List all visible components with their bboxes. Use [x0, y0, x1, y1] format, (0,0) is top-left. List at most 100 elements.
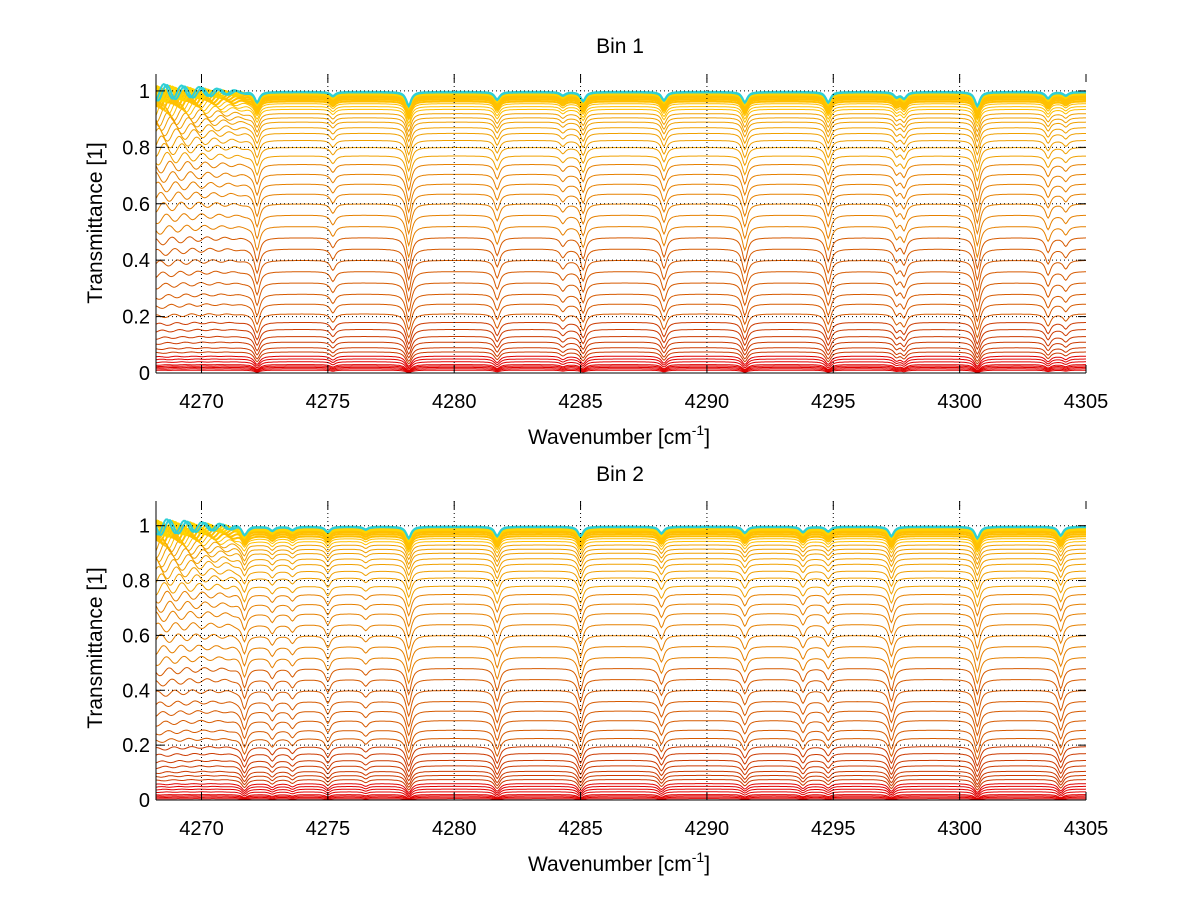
series-line-2	[156, 368, 1086, 373]
series-line-19	[156, 270, 1086, 303]
y-tick-label: 0	[139, 790, 150, 812]
series-line-33	[156, 127, 1086, 157]
series-line-21	[156, 247, 1086, 282]
x-tick-label: 4300	[937, 391, 982, 413]
series-line-22	[156, 236, 1086, 271]
series-line-13	[156, 759, 1086, 778]
series-line-6	[156, 788, 1086, 797]
series-line-7	[156, 358, 1086, 369]
series-line-9	[156, 778, 1086, 791]
y-tick-label: 0.6	[122, 194, 150, 216]
y-tick-label: 0.8	[122, 571, 150, 593]
series-line-37	[156, 106, 1086, 133]
series-line-39	[156, 99, 1086, 125]
axis-layer: 4270 4275 4280 4285 4290 4295 4300 4305 0 0.2 0.4 0…	[122, 501, 1108, 840]
series-line-24	[156, 213, 1086, 248]
x-axis-label-close: ]	[704, 426, 710, 449]
series-line-10	[156, 774, 1086, 789]
axis-layer: 4270 4275 4280 4285 4290 4295 4300 4305 0 0.2 0.4 0…	[122, 74, 1108, 413]
x-tick-label: 4290	[685, 391, 730, 413]
series-line-30	[156, 590, 1086, 618]
series-line-16	[156, 303, 1086, 331]
series-line-34	[156, 558, 1086, 583]
series-line-43	[156, 89, 1086, 115]
series-line-7	[156, 785, 1086, 795]
series-line-38	[156, 538, 1086, 561]
x-axis-label-sup: -1	[692, 422, 705, 438]
x-tick-label: 4305	[1064, 818, 1109, 840]
series-line-18	[156, 282, 1086, 313]
y-tick-label: 1	[139, 81, 150, 103]
x-tick-label: 4285	[558, 818, 603, 840]
series-line-29	[156, 600, 1086, 628]
y-axis-label: Transmittance [1]	[84, 567, 107, 728]
x-tick-label: 4270	[179, 818, 224, 840]
series-line-28	[156, 610, 1086, 639]
y-tick-label: 0.4	[122, 250, 150, 272]
series-line-17	[156, 729, 1086, 754]
x-axis-label: Wavenumber [cm-1]	[528, 422, 710, 449]
chart-bin-1-svg: Bin 1 4270 4275 4280 4285 4290 4295 4300 4305 0 0…	[84, 35, 1108, 449]
x-tick-label: 4275	[306, 391, 351, 413]
x-tick-label: 4295	[811, 391, 856, 413]
y-tick-label: 0.4	[122, 680, 150, 702]
series-line-15	[156, 746, 1086, 768]
series-line-14	[156, 321, 1086, 346]
x-tick-label: 4305	[1064, 391, 1109, 413]
series-line-6	[156, 361, 1086, 370]
series-line-16	[156, 737, 1086, 761]
series-line-17	[156, 293, 1086, 323]
series-line-50	[156, 82, 1086, 108]
series-line-42	[156, 526, 1086, 549]
series-line-43	[156, 523, 1086, 547]
series-line-28	[156, 171, 1086, 203]
series-line-3	[156, 366, 1086, 372]
series-line-45	[156, 521, 1086, 544]
series-line-5	[156, 364, 1086, 371]
series-line-35	[156, 553, 1086, 577]
series-line-32	[156, 135, 1086, 165]
series-line-18	[156, 719, 1086, 746]
series-line-12	[156, 335, 1086, 356]
series-line-27	[156, 622, 1086, 651]
series-line-39	[156, 534, 1086, 557]
series-line-13	[156, 328, 1086, 351]
series-line-20	[156, 700, 1086, 728]
series-line-15	[156, 313, 1086, 339]
x-tick-label: 4285	[558, 391, 603, 413]
chart-title: Bin 2	[596, 463, 644, 486]
chart-bin-2-svg: Bin 2 4270 4275 4280 4285 4290 4295 4300 4305 0 0…	[84, 463, 1108, 876]
series-line-41	[156, 528, 1086, 552]
x-axis-label-main: Wavenumber [cm	[528, 426, 692, 449]
series-line-38	[156, 102, 1086, 128]
y-tick-label: 1	[139, 516, 150, 538]
series-line-44	[156, 87, 1086, 114]
series-line-29	[156, 160, 1086, 192]
x-tick-label: 4300	[937, 818, 982, 840]
series-line-21	[156, 689, 1086, 718]
series-line-35	[156, 116, 1086, 143]
x-tick-label: 4275	[306, 818, 351, 840]
series-line-20	[156, 259, 1086, 293]
series-line-25	[156, 644, 1086, 674]
series-line-31	[156, 582, 1086, 608]
x-axis-label-main: Wavenumber [cm	[528, 853, 692, 876]
series-line-3	[156, 795, 1086, 800]
series-line-36	[156, 111, 1086, 138]
series-line-49	[156, 518, 1086, 540]
grid-layer	[156, 74, 1086, 373]
series-line-12	[156, 765, 1086, 782]
series-line-1	[156, 798, 1086, 800]
series-layer	[156, 518, 1086, 800]
series-line-10	[156, 347, 1086, 363]
series-line-1	[156, 369, 1086, 373]
y-tick-label: 0.2	[122, 735, 150, 757]
grid-layer	[156, 501, 1086, 800]
series-line-23	[156, 667, 1086, 696]
series-line-11	[156, 341, 1086, 359]
series-line-14	[156, 753, 1086, 773]
series-line-9	[156, 351, 1086, 365]
x-tick-label: 4280	[432, 818, 477, 840]
y-axis-label: Transmittance [1]	[84, 142, 107, 303]
series-line-11	[156, 770, 1086, 786]
